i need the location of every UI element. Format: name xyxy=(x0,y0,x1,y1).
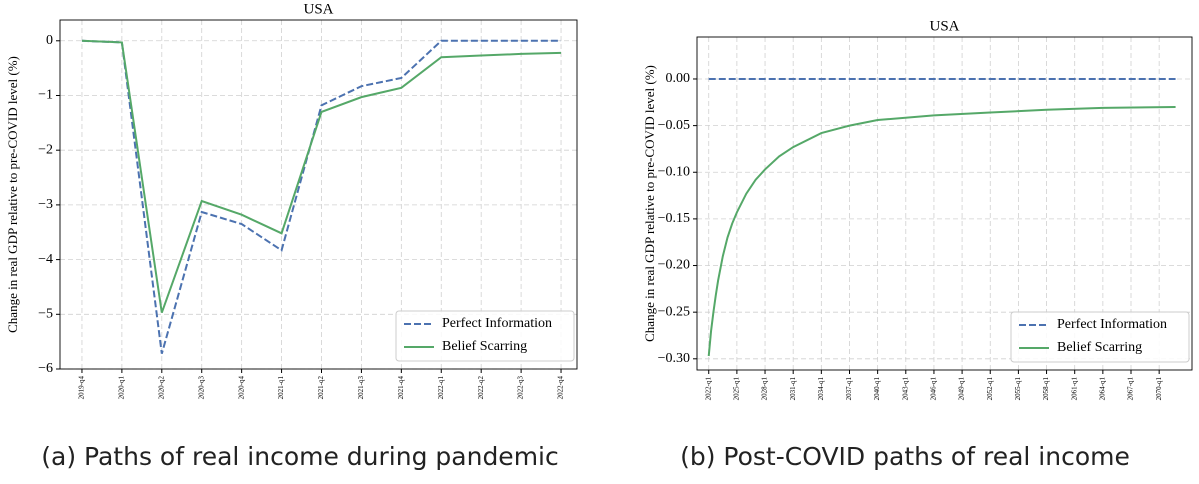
x-tick-label: 2028-q1 xyxy=(761,377,769,401)
y-tick-label: −0.10 xyxy=(658,164,690,179)
caption: (a) Paths of real income during pandemic xyxy=(41,442,558,471)
y-tick-label: −0.25 xyxy=(658,304,690,319)
y-axis-label: Change in real GDP relative to pre-COVID… xyxy=(642,65,657,342)
legend-box xyxy=(395,310,575,362)
x-tick-label: 2040-q1 xyxy=(873,377,881,401)
x-tick-label: 2021-q4 xyxy=(397,376,405,400)
caption: (b) Post-COVID paths of real income xyxy=(680,442,1130,471)
plot-frame xyxy=(59,19,578,370)
legend-label: Belief Scarring xyxy=(1057,340,1142,355)
x-tick-label: 2022-q1 xyxy=(437,376,445,400)
x-tick-label: 2067-q1 xyxy=(1127,377,1135,401)
x-tick-label: 2022-q2 xyxy=(477,376,485,400)
series-line xyxy=(81,39,562,354)
chart-title: USA xyxy=(929,18,959,34)
legend-label: Perfect Information xyxy=(1057,317,1167,332)
y-tick-label: −0.20 xyxy=(658,258,690,273)
y-tick-label: −1 xyxy=(38,88,53,103)
x-tick-label: 2021-q3 xyxy=(357,376,365,400)
x-tick-label: 2061-q1 xyxy=(1070,377,1078,401)
y-tick-label: 0.00 xyxy=(666,71,691,86)
x-tick-label: 2019-q4 xyxy=(78,376,86,400)
x-tick-label: 2034-q1 xyxy=(817,377,825,401)
x-tick-label: 2058-q1 xyxy=(1042,377,1050,401)
x-tick-label: 2055-q1 xyxy=(1014,377,1022,401)
x-tick-label: 2020-q2 xyxy=(157,376,165,400)
y-tick-label: −5 xyxy=(38,307,53,322)
y-tick-label: −2 xyxy=(38,142,53,157)
x-tick-label: 2052-q1 xyxy=(986,377,994,401)
x-tick-label: 2031-q1 xyxy=(789,377,797,401)
series-line xyxy=(81,39,562,313)
x-tick-label: 2021-q1 xyxy=(277,376,285,400)
x-tick-label: 2037-q1 xyxy=(845,377,853,401)
y-tick-label: −0.15 xyxy=(658,211,690,226)
y-tick-label: −0.30 xyxy=(658,351,690,366)
chart-title: USA xyxy=(303,1,333,17)
x-tick-label: 2043-q1 xyxy=(901,377,909,401)
legend-box xyxy=(1010,311,1190,363)
y-tick-label: −3 xyxy=(38,197,53,212)
y-tick-label: 0 xyxy=(46,33,53,48)
legend-label: Perfect Information xyxy=(442,316,552,331)
y-tick-label: −0.05 xyxy=(658,118,690,133)
y-tick-label: −6 xyxy=(38,361,53,376)
plot-frame xyxy=(696,36,1193,371)
x-tick-label: 2022-q4 xyxy=(557,376,565,400)
series-line xyxy=(707,105,1176,357)
x-tick-label: 2049-q1 xyxy=(958,377,966,401)
x-tick-label: 2020-q4 xyxy=(237,376,245,400)
x-tick-label: 2020-q1 xyxy=(117,376,125,400)
x-tick-label: 2064-q1 xyxy=(1098,377,1106,401)
x-tick-label: 2022-q3 xyxy=(517,376,525,400)
x-tick-label: 2025-q1 xyxy=(732,377,740,401)
y-tick-label: −4 xyxy=(38,252,53,267)
x-tick-label: 2022-q1 xyxy=(704,377,712,401)
x-tick-label: 2020-q3 xyxy=(197,376,205,400)
x-tick-label: 2046-q1 xyxy=(930,377,938,401)
x-tick-label: 2070-q1 xyxy=(1155,377,1163,401)
legend-label: Belief Scarring xyxy=(442,339,527,354)
x-tick-label: 2021-q2 xyxy=(317,376,325,400)
y-axis-label: Change in real GDP relative to pre-COVID… xyxy=(5,56,20,333)
